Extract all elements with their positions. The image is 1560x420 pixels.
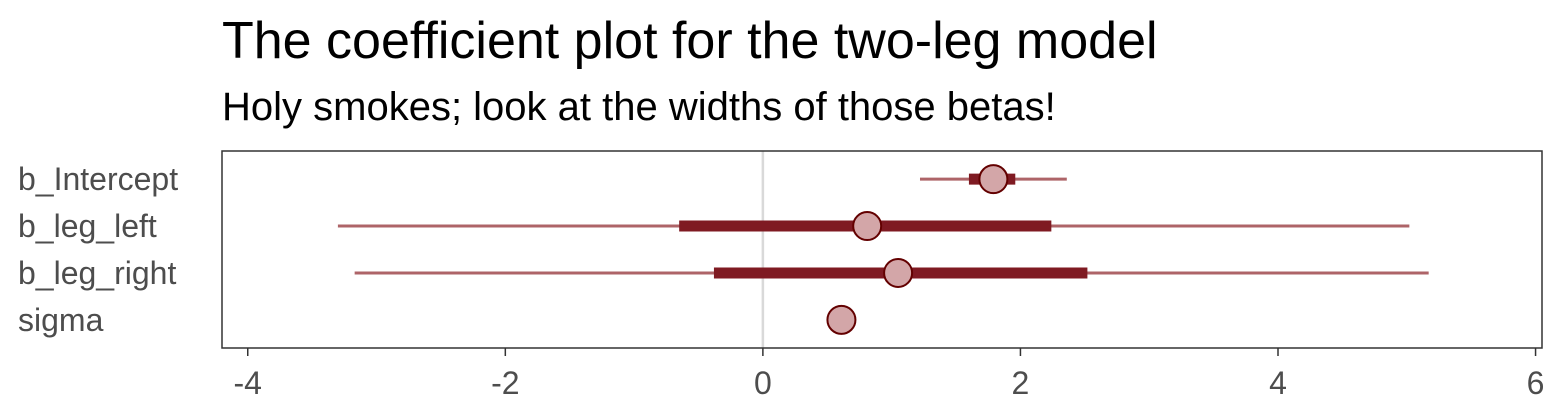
panel-border: [221, 150, 1543, 349]
chart-subtitle: Holy smokes; look at the widths of those…: [222, 85, 1056, 129]
estimate-point: [826, 304, 857, 335]
estimate-point: [883, 257, 914, 288]
x-tick-label: -4: [234, 365, 262, 401]
y-tick-label: sigma: [18, 302, 104, 338]
x-tick-label: -2: [491, 365, 519, 401]
interval-layer: [337, 164, 1429, 335]
x-tick-label: 6: [1527, 365, 1545, 401]
x-axis: -4 -2 0 2 4 6: [234, 348, 1545, 401]
estimate-point: [852, 211, 883, 242]
x-tick-label: 4: [1269, 365, 1287, 401]
x-tick-label: 0: [754, 365, 772, 401]
x-tick-label: 2: [1012, 365, 1030, 401]
chart-title: The coefficient plot for the two-leg mod…: [222, 12, 1158, 70]
estimate-point: [978, 164, 1009, 195]
y-tick-label: b_leg_right: [18, 255, 176, 291]
y-tick-label: b_leg_left: [18, 208, 157, 244]
y-tick-label: b_Intercept: [18, 161, 178, 197]
